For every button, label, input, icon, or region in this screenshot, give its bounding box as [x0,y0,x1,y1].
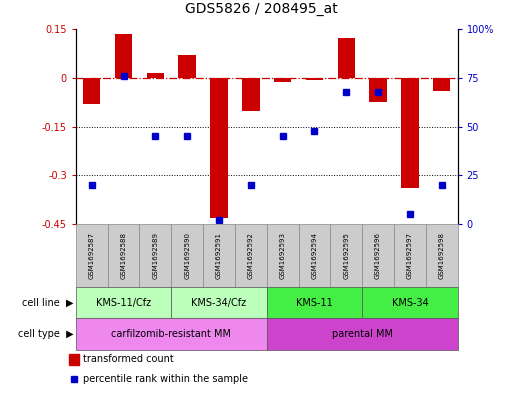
Text: GSM1692594: GSM1692594 [312,232,317,279]
Text: GSM1692587: GSM1692587 [89,232,95,279]
Text: KMS-11/Cfz: KMS-11/Cfz [96,298,151,308]
Text: GSM1692596: GSM1692596 [375,232,381,279]
Bar [267,318,458,350]
Text: GSM1692588: GSM1692588 [121,232,127,279]
Bar [172,287,267,318]
Bar [76,287,172,318]
Bar [267,224,299,287]
Bar [362,287,458,318]
Bar [331,224,362,287]
Text: GSM1692595: GSM1692595 [343,232,349,279]
Bar [337,38,355,78]
Text: KMS-11: KMS-11 [296,298,333,308]
Text: parental MM: parental MM [332,329,393,339]
Text: cell type  ▶: cell type ▶ [18,329,73,339]
Text: GSM1692589: GSM1692589 [152,232,158,279]
Text: percentile rank within the sample: percentile rank within the sample [83,374,248,384]
Text: GSM1692598: GSM1692598 [439,232,445,279]
Text: KMS-34/Cfz: KMS-34/Cfz [191,298,246,308]
Bar [267,287,362,318]
Text: GSM1692590: GSM1692590 [184,232,190,279]
Text: cell line  ▶: cell line ▶ [22,298,73,308]
Text: transformed count: transformed count [83,354,174,364]
Text: carfilzomib-resistant MM: carfilzomib-resistant MM [111,329,231,339]
Bar [433,78,450,91]
Bar [401,78,418,188]
Bar [203,224,235,287]
Bar [274,78,291,82]
Text: GSM1692592: GSM1692592 [248,232,254,279]
Bar [83,78,100,104]
Bar [426,224,458,287]
Text: GSM1692593: GSM1692593 [280,232,286,279]
Bar [172,224,203,287]
Bar [108,224,140,287]
Text: GSM1692597: GSM1692597 [407,232,413,279]
Bar [210,78,228,218]
Bar [115,34,132,78]
Bar [362,224,394,287]
Text: GDS5826 / 208495_at: GDS5826 / 208495_at [185,2,338,16]
Bar [178,55,196,78]
Bar [76,224,108,287]
Bar [76,318,267,350]
Bar [299,224,331,287]
Bar [69,354,79,365]
Text: GSM1692591: GSM1692591 [216,232,222,279]
Text: KMS-34: KMS-34 [392,298,428,308]
Bar [140,224,172,287]
Bar [235,224,267,287]
Bar [242,78,259,110]
Bar [306,78,323,80]
Bar [394,224,426,287]
Bar [369,78,387,103]
Bar [146,73,164,78]
